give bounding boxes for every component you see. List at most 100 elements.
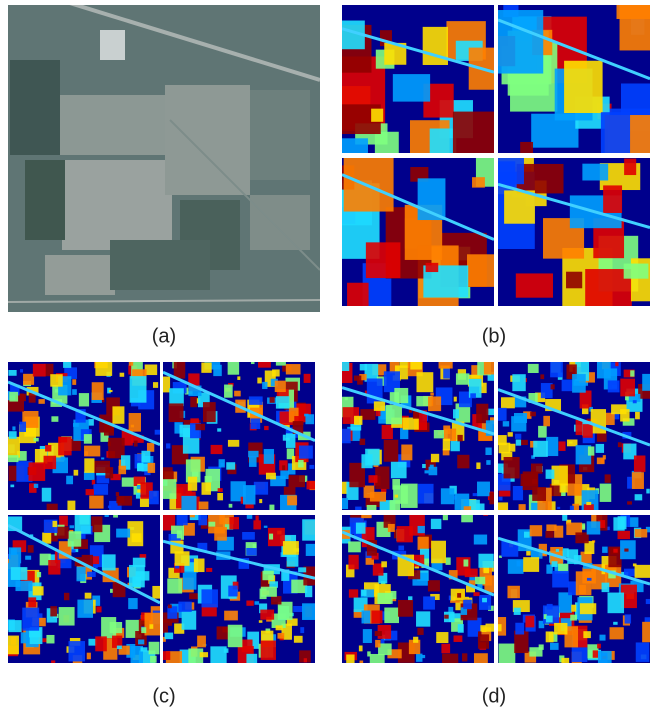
heat-patch [624,159,636,176]
heat-patch [480,625,486,632]
heat-patch [540,374,544,379]
heat-patch [305,414,314,424]
heat-patch [426,263,439,272]
heat-patch [602,547,607,553]
heat-patch [424,470,428,473]
heat-patch [275,381,286,392]
heat-patch [514,608,521,615]
heat-patch [635,494,643,500]
heat-patch [190,397,197,407]
heat-patch [441,644,450,653]
heat-patch [105,467,113,478]
heat-patch [557,507,560,509]
heat-patch [264,449,274,464]
heat-patch [370,654,385,671]
heat-patch [262,571,273,581]
heat-patch [501,397,515,408]
heat-patch [224,648,229,652]
heat-patch [77,600,93,618]
heat-patch [68,531,81,546]
heat-patch [546,631,554,642]
heat-patch [177,530,182,538]
heat-patch [6,437,20,458]
heat-patch [128,598,137,609]
heat-patch [254,482,268,495]
heat-patch [511,416,526,431]
heat-patch [167,579,182,594]
heat-patch [457,593,461,598]
heat-patch [272,369,280,376]
heat-patch [203,402,216,422]
heat-patch [495,624,502,631]
heat-patch [302,603,318,620]
heat-patch [530,412,536,417]
heat-patch [53,521,58,527]
heat-patch [199,502,209,510]
heat-patch [93,484,108,495]
heat-patch [520,142,533,157]
heat-patch [596,444,604,453]
heat-patch [50,606,57,616]
heat-patch [178,602,191,612]
heat-patch [362,611,371,624]
heat-patch [428,580,440,591]
heat-patch [101,617,116,638]
heat-patch [525,616,534,628]
heat-patch [276,396,290,408]
figure: (a) (b) (c) (d) [0,0,657,713]
heat-patch [243,485,255,504]
heat-patch [229,504,233,508]
heat-patch [132,576,140,586]
heat-patch [286,433,295,448]
heat-patch [168,621,172,625]
heat-patch [625,614,631,623]
heat-patch [484,356,497,374]
heatmap-tile [489,0,657,185]
heat-patch [217,493,223,500]
heat-patch [219,459,225,467]
heat-patch [512,374,525,391]
heat-patch [76,567,85,582]
heat-patch [79,393,89,406]
heat-patch [116,492,119,496]
heat-patch [287,554,299,566]
heat-patch [554,526,563,538]
heat-patch [532,487,546,501]
heat-patch [201,482,210,494]
heat-patch [260,610,274,620]
heat-patch [515,434,521,439]
heatmap-tile [494,513,657,671]
heat-patch [200,652,208,657]
heat-patch [277,633,284,639]
heat-patch [504,457,520,478]
heat-patch [492,435,506,445]
heat-patch [75,515,91,534]
heat-patch [580,391,592,409]
heat-patch [276,358,286,366]
heat-patch [120,373,125,377]
heat-patch [390,500,400,513]
heat-patch [474,653,488,668]
heat-patch [242,640,253,653]
heat-patch [617,0,653,19]
heat-patch [22,608,39,631]
heat-patch [166,443,170,448]
heat-patch [430,393,433,396]
heat-patch [278,602,293,620]
heat-patch [363,629,372,643]
heat-patch [189,593,199,599]
heat-patch [269,534,273,540]
heat-patch [597,357,611,378]
heat-patch [478,554,493,568]
heat-patch [416,611,430,626]
heat-patch [513,486,523,500]
heat-patch [572,374,586,393]
heat-patch [603,185,622,213]
heat-patch [70,525,75,528]
heat-patch [283,541,299,555]
heat-patch [539,644,544,649]
heat-patch [37,572,41,577]
heat-patch [403,418,419,430]
heat-patch [58,437,71,456]
heat-patch [149,491,159,505]
